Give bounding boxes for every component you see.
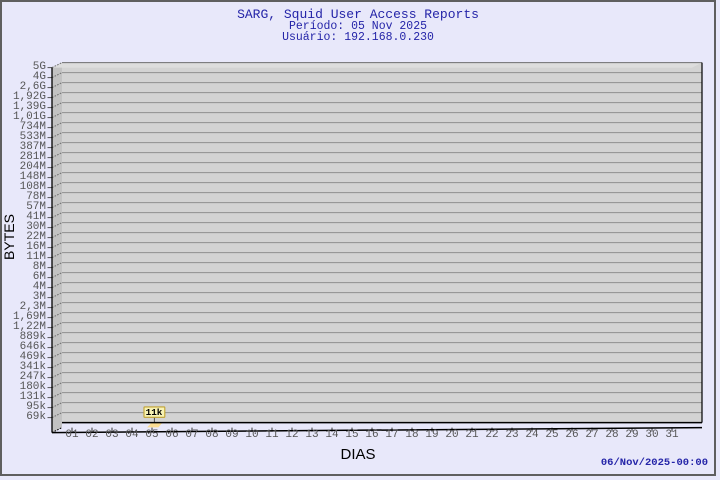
svg-text:11k: 11k: [146, 407, 163, 418]
